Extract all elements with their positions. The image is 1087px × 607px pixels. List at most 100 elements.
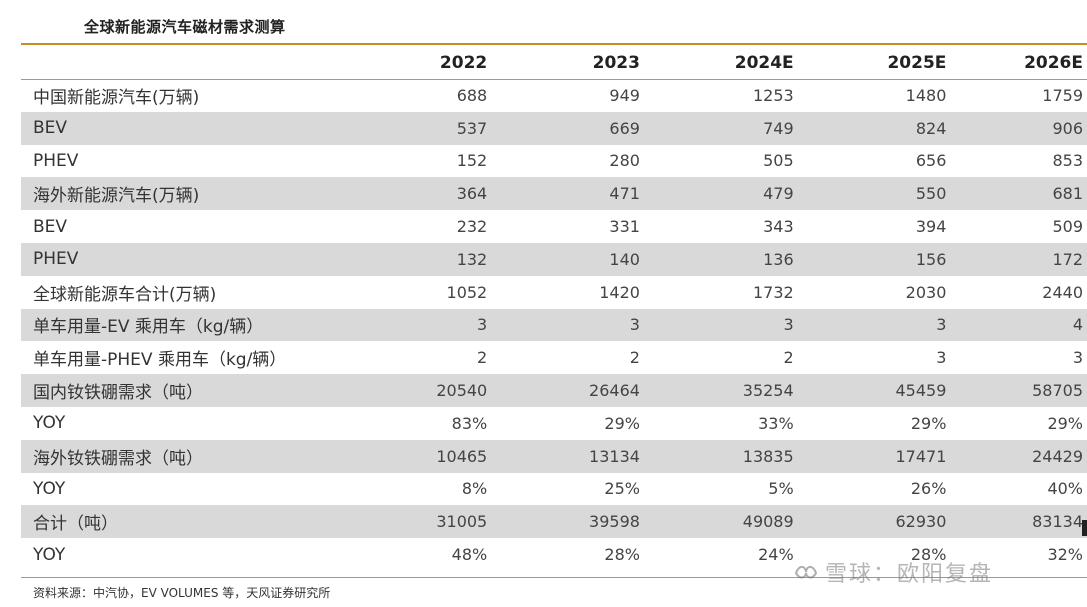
cell-value: 13835 bbox=[639, 439, 794, 473]
cell-value: 8% bbox=[461, 479, 488, 499]
cell-value: 3 bbox=[337, 308, 488, 342]
cell-value: 156 bbox=[793, 242, 947, 276]
cell-value: 58705 bbox=[946, 374, 1087, 407]
column-header: 2023 bbox=[592, 52, 640, 73]
row-label: YOY bbox=[33, 478, 66, 499]
cell-value: 83% bbox=[451, 413, 488, 433]
cell-value: 2 bbox=[783, 348, 794, 368]
cell-value: 28% bbox=[910, 545, 947, 565]
cell-value: 35254 bbox=[639, 374, 794, 407]
header-row: 2022 2023 2024E 2025E 2026E bbox=[21, 46, 1087, 79]
table-row: 全球新能源车合计(万辆) 1052 1420 1732 2030 2440 bbox=[21, 276, 1087, 309]
cell-value: 343 bbox=[763, 217, 794, 237]
cell-value: 13134 bbox=[487, 439, 640, 473]
edge-mark bbox=[1082, 520, 1087, 536]
cell-value: 1732 bbox=[752, 282, 794, 302]
table-row: YOY 8% 25% 5% 26% 40% bbox=[21, 473, 1087, 506]
cell-value: 509 bbox=[1052, 217, 1083, 237]
cell-value: 3 bbox=[936, 348, 947, 368]
cell-value: 1480 bbox=[905, 85, 947, 105]
watermark-text: 雪球：欧阳复盘 bbox=[825, 562, 994, 587]
row-label: 海外新能源汽车(万辆) bbox=[21, 177, 338, 211]
row-label: 中国新能源汽车(万辆) bbox=[33, 87, 200, 108]
cell-value: 32% bbox=[1047, 545, 1083, 565]
cell-value: 280 bbox=[609, 151, 640, 171]
row-label: PHEV bbox=[21, 242, 338, 276]
cell-value: 24% bbox=[758, 545, 794, 565]
cell-value: 3 bbox=[793, 308, 947, 342]
cell-value: 656 bbox=[915, 151, 947, 171]
cell-value: 83134 bbox=[946, 505, 1087, 539]
cell-value: 62930 bbox=[793, 505, 947, 539]
table-row: 合计（吨） 31005 39598 49089 62930 83134 bbox=[21, 505, 1087, 539]
cell-value: 28% bbox=[604, 545, 640, 565]
column-header: 2026E bbox=[1024, 52, 1083, 73]
table-row: 国内钕铁硼需求（吨） 20540 26464 35254 45459 58705 bbox=[21, 374, 1087, 407]
cell-value: 4 bbox=[946, 308, 1087, 342]
cell-value: 232 bbox=[456, 217, 488, 237]
row-label: YOY bbox=[33, 413, 66, 434]
cell-value: 20540 bbox=[337, 374, 488, 407]
cell-value: 2 bbox=[477, 348, 488, 368]
cell-value: 681 bbox=[946, 177, 1087, 211]
cell-value: 132 bbox=[337, 242, 488, 276]
cell-value: 172 bbox=[946, 242, 1087, 276]
cell-value: 25% bbox=[604, 479, 640, 499]
row-label: 全球新能源车合计(万辆) bbox=[33, 284, 217, 305]
cell-value: 688 bbox=[456, 85, 488, 105]
cell-value: 824 bbox=[793, 111, 947, 145]
cell-value: 17471 bbox=[793, 439, 947, 473]
cell-value: 505 bbox=[763, 151, 794, 171]
cell-value: 669 bbox=[487, 111, 640, 145]
cell-value: 749 bbox=[639, 111, 794, 145]
table-row: 单车用量-EV 乘用车（kg/辆） 3 3 3 3 4 bbox=[21, 308, 1087, 342]
cell-value: 1253 bbox=[752, 85, 794, 105]
cell-value: 550 bbox=[793, 177, 947, 211]
row-label: 海外钕铁硼需求（吨） bbox=[21, 439, 338, 473]
cell-value: 3 bbox=[487, 308, 640, 342]
cell-value: 48% bbox=[451, 545, 488, 565]
table-title: 全球新能源汽车磁材需求测算 bbox=[84, 18, 286, 36]
cell-value: 479 bbox=[639, 177, 794, 211]
table-row: BEV 537 669 749 824 906 bbox=[21, 111, 1087, 145]
column-header: 2022 bbox=[439, 52, 488, 73]
row-label: YOY bbox=[33, 544, 66, 565]
cell-value: 39598 bbox=[487, 505, 640, 539]
table-row: 单车用量-PHEV 乘用车（kg/辆） 2 2 2 3 3 bbox=[21, 341, 1087, 374]
cell-value: 49089 bbox=[639, 505, 794, 539]
row-label: 单车用量-PHEV 乘用车（kg/辆） bbox=[33, 350, 287, 371]
table-row: 海外新能源汽车(万辆) 364 471 479 550 681 bbox=[21, 177, 1087, 211]
cell-value: 3 bbox=[639, 308, 794, 342]
table-row: 中国新能源汽车(万辆) 688 949 1253 1480 1759 bbox=[21, 79, 1087, 112]
cell-value: 471 bbox=[487, 177, 640, 211]
cell-value: 33% bbox=[758, 413, 794, 433]
cell-value: 29% bbox=[1047, 413, 1083, 433]
cell-value: 949 bbox=[609, 85, 640, 105]
table-row: BEV 232 331 343 394 509 bbox=[21, 210, 1087, 243]
table-row: 海外钕铁硼需求（吨） 10465 13134 13835 17471 24429 bbox=[21, 439, 1087, 473]
cell-value: 1052 bbox=[446, 282, 488, 302]
title-rule bbox=[21, 43, 1087, 45]
row-label: PHEV bbox=[33, 150, 79, 171]
snowball-logo-icon bbox=[793, 561, 819, 589]
watermark: 雪球：欧阳复盘 bbox=[793, 556, 993, 589]
cell-value: 2 bbox=[629, 348, 640, 368]
cell-value: 1420 bbox=[599, 282, 640, 302]
source-note: 资料来源：中汽协，EV VOLUMES 等，天风证券研究所 bbox=[33, 586, 331, 600]
cell-value: 1759 bbox=[1042, 85, 1083, 105]
row-label: BEV bbox=[21, 111, 338, 145]
row-label: 国内钕铁硼需求（吨） bbox=[21, 374, 338, 407]
column-header: 2025E bbox=[887, 52, 947, 73]
header-rule bbox=[21, 79, 1087, 80]
cell-value: 2030 bbox=[905, 282, 947, 302]
cell-value: 5% bbox=[768, 479, 794, 499]
demand-table: 2022 2023 2024E 2025E 2026E 中国新能源汽车(万辆) 6… bbox=[21, 46, 1087, 571]
cell-value: 140 bbox=[487, 242, 640, 276]
footer-rule bbox=[21, 577, 1087, 578]
table-row: YOY 83% 29% 33% 29% 29% bbox=[21, 407, 1087, 440]
cell-value: 853 bbox=[1052, 151, 1083, 171]
table-row: PHEV 152 280 505 656 853 bbox=[21, 145, 1087, 178]
row-label: 合计（吨） bbox=[21, 505, 338, 539]
table-row: PHEV 132 140 136 156 172 bbox=[21, 242, 1087, 276]
cell-value: 394 bbox=[915, 217, 947, 237]
